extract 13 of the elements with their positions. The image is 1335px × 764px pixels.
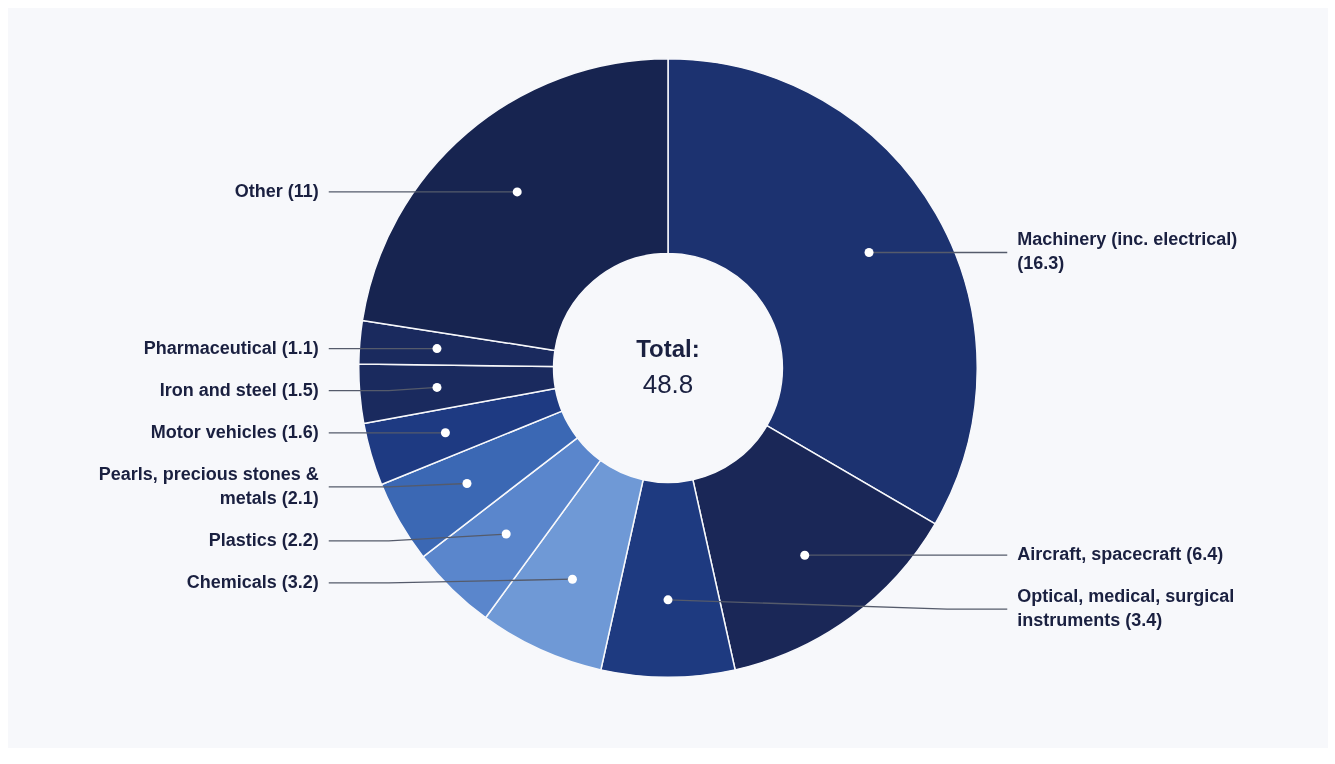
slice-label: Optical, medical, surgical instruments (3.4) xyxy=(1017,586,1235,631)
slice-label: Motor vehicles (1.6) xyxy=(150,421,319,442)
slice-label: Chemicals (3.2) xyxy=(186,571,319,592)
text: Total: xyxy=(636,334,700,362)
slice-label: Pearls, precious stones & metals (2.1) xyxy=(98,463,319,508)
slice-label: Aircraft, spacecraft (6.4) xyxy=(1017,544,1224,565)
slice-label: Iron and steel (1.5) xyxy=(159,379,319,400)
data-label: (16.3) xyxy=(1017,253,1065,274)
slice-label: Pharmaceutical (1.1) xyxy=(143,337,319,358)
text: 48.8 xyxy=(642,369,694,400)
slice-label: Plastics (2.2) xyxy=(208,529,319,550)
slice-label: Other (11) xyxy=(234,180,319,201)
slice-label: Machinery (inc. electrical) xyxy=(1017,229,1238,250)
